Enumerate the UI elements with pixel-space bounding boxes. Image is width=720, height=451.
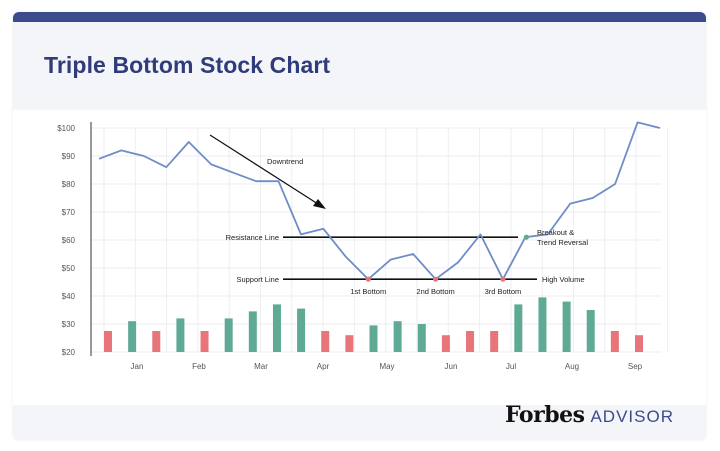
bottom-marker xyxy=(365,276,371,282)
brand-subtitle: ADVISOR xyxy=(590,407,674,426)
bottom-marker xyxy=(433,276,439,282)
downtrend-arrow xyxy=(209,134,319,205)
top-accent-bar xyxy=(13,12,706,22)
volume-bar xyxy=(224,318,233,352)
resistance-line-label: Resistance Line xyxy=(226,233,279,242)
support-line-label: Support Line xyxy=(236,275,279,284)
volume-bar xyxy=(538,297,547,352)
bottom-label: 1st Bottom xyxy=(350,287,386,296)
volume-bar xyxy=(635,335,643,352)
x-tick-label: Aug xyxy=(565,362,579,371)
x-tick-label: Feb xyxy=(192,362,206,371)
breakout-label-line1: Breakout & xyxy=(537,228,574,237)
x-tick-label: Jun xyxy=(445,362,458,371)
y-tick-label: $40 xyxy=(62,292,76,301)
chart-title: Triple Bottom Stock Chart xyxy=(44,52,331,78)
plot-background xyxy=(13,110,706,405)
volume-bar xyxy=(345,335,354,352)
x-tick-label: Jul xyxy=(506,362,516,371)
bottom-label: 3rd Bottom xyxy=(485,287,522,296)
volume-bar xyxy=(393,321,402,352)
volume-bar xyxy=(128,321,137,352)
volume-bar xyxy=(466,331,475,352)
volume-bar xyxy=(297,308,306,352)
y-tick-label: $100 xyxy=(57,124,75,133)
brand-logo: Forbes ADVISOR xyxy=(505,402,674,428)
volume-bar xyxy=(321,331,330,352)
volume-bar xyxy=(490,331,499,352)
x-tick-label: Jan xyxy=(131,362,144,371)
volume-bar xyxy=(152,331,161,352)
bottom-marker xyxy=(500,276,506,282)
chart-card: Triple Bottom Stock Chart $100 $90 $80 $70 $… xyxy=(13,12,706,440)
x-tick-label: Mar xyxy=(254,362,268,371)
stock-chart: $100 $90 $80 $70 $60 $50 $40 $30 $20 Jan Feb Mar Apr… xyxy=(57,121,668,371)
y-tick-label: $80 xyxy=(62,180,76,189)
volume-bar xyxy=(610,331,619,352)
volume-bar xyxy=(514,304,523,352)
price-line xyxy=(98,121,661,281)
x-tick-label: May xyxy=(379,362,394,371)
volume-bar xyxy=(272,304,281,352)
bottom-label: 2nd Bottom xyxy=(416,287,454,296)
volume-bar xyxy=(586,310,595,352)
x-tick-label: Apr xyxy=(317,362,330,371)
volume-bar xyxy=(417,324,426,352)
volume-bar xyxy=(441,335,450,352)
volume-bar xyxy=(176,318,185,352)
x-tick-label: Sep xyxy=(628,362,643,371)
brand-name: Forbes xyxy=(505,402,585,428)
downtrend-label: Downtrend xyxy=(267,157,303,166)
breakout-label-line2: Trend Reversal xyxy=(537,238,588,247)
volume-bar xyxy=(104,331,112,352)
volume-bar xyxy=(248,311,257,352)
y-tick-label: $20 xyxy=(62,348,76,357)
volume-bar xyxy=(369,325,378,352)
downtrend-arrowhead xyxy=(313,199,326,209)
y-tick-label: $90 xyxy=(62,152,76,161)
breakout-marker xyxy=(523,234,529,240)
high-volume-label: High Volume xyxy=(542,275,585,284)
volume-bar xyxy=(200,331,209,352)
y-tick-label: $70 xyxy=(62,208,76,217)
y-tick-label: $50 xyxy=(62,264,76,273)
y-tick-label: $60 xyxy=(62,236,76,245)
volume-bar xyxy=(562,301,571,352)
y-tick-label: $30 xyxy=(62,320,76,329)
